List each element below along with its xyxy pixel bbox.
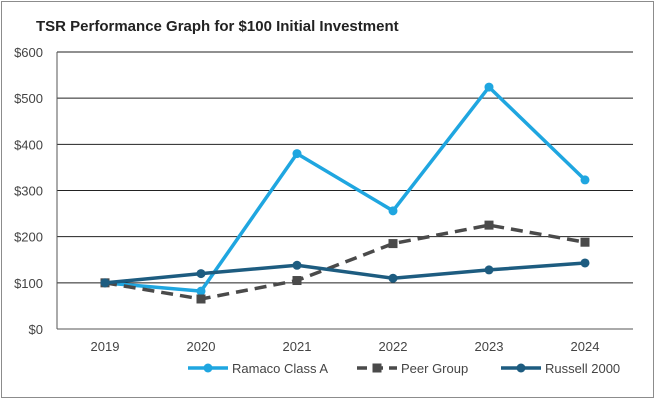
data-point (388, 273, 398, 283)
data-point (580, 175, 590, 185)
data-point (484, 265, 494, 275)
legend-swatch-marker (516, 363, 526, 373)
y-tick-label: $300 (14, 184, 43, 199)
chart-title: TSR Performance Graph for $100 Initial I… (36, 18, 399, 35)
y-tick-label: $600 (14, 45, 43, 60)
data-point (388, 239, 398, 249)
x-axis-ticks: 2019 2020 2021 2022 2023 2024 (91, 339, 600, 354)
legend-label: Russell 2000 (545, 361, 620, 376)
x-tick-label: 2021 (283, 339, 312, 354)
data-point (292, 260, 302, 270)
data-point (292, 149, 302, 159)
data-point (100, 278, 110, 288)
legend-swatch-marker (203, 363, 213, 373)
data-point (484, 220, 494, 230)
data-point (196, 294, 206, 304)
x-tick-label: 2023 (475, 339, 504, 354)
x-tick-label: 2020 (187, 339, 216, 354)
x-tick-label: 2019 (91, 339, 120, 354)
data-point (388, 206, 398, 216)
data-point (196, 286, 206, 296)
y-tick-label: $0 (29, 322, 43, 337)
legend: Ramaco Class A Peer Group Russell 2000 (188, 361, 620, 376)
y-axis-ticks: $0 $100 $200 $300 $400 $500 $600 (14, 45, 43, 337)
y-tick-label: $200 (14, 230, 43, 245)
y-tick-label: $100 (14, 276, 43, 291)
data-point (484, 82, 494, 92)
data-point (292, 276, 302, 286)
gridlines (56, 51, 633, 330)
series-line-0 (104, 85, 587, 293)
data-point (580, 258, 590, 268)
data-point (580, 237, 590, 247)
y-tick-label: $400 (14, 137, 43, 152)
series-line-2 (104, 261, 586, 285)
legend-label: Ramaco Class A (232, 361, 328, 376)
series-group (100, 82, 590, 304)
legend-swatch-marker (372, 363, 382, 373)
x-tick-label: 2022 (379, 339, 408, 354)
series-line-1 (104, 223, 586, 301)
legend-label: Peer Group (401, 361, 468, 376)
x-tick-label: 2024 (571, 339, 600, 354)
y-tick-label: $500 (14, 91, 43, 106)
data-point (196, 269, 206, 279)
